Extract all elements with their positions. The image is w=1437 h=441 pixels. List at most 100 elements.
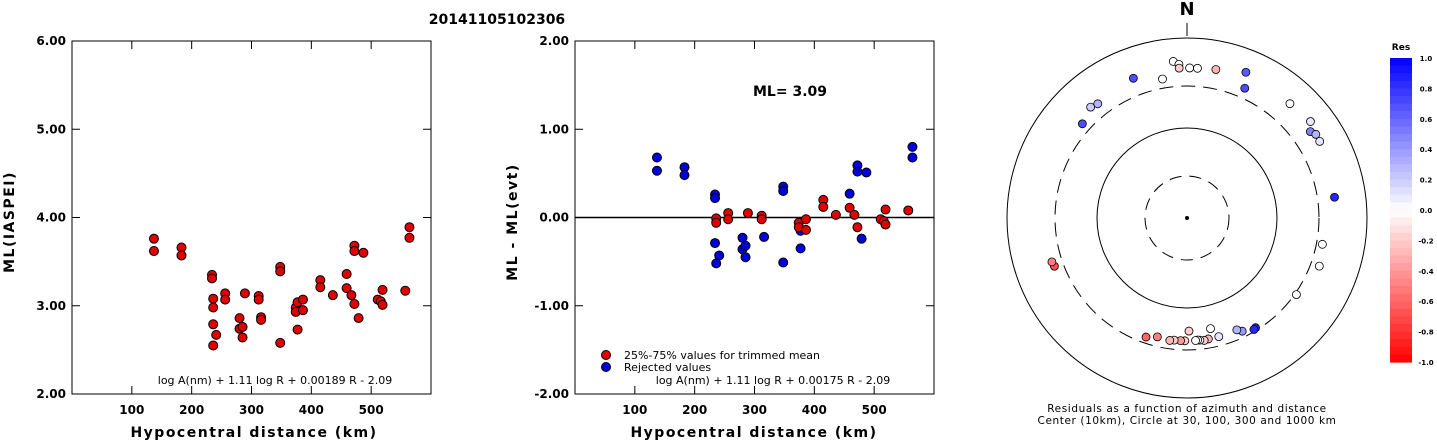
colorbar-segment	[1390, 339, 1412, 348]
colorbar-segment	[1390, 225, 1412, 234]
legend-label-blue: Rejected values	[624, 361, 711, 374]
plot2-point	[679, 170, 690, 181]
colorbar-tick-label: 0.4	[1420, 146, 1433, 154]
station-point	[1241, 67, 1251, 77]
plot2-point	[852, 166, 863, 177]
plot2-point	[818, 201, 829, 212]
plot1-xtick-label: 100	[119, 403, 144, 417]
colorbar-tick-labels: 1.0 0.8 0.6 0.4 0.2 0.0 -0.2 -0.4 -0.6 -0.8 -1.0	[1418, 55, 1433, 367]
colorbar-tick-label: -0.2	[1418, 237, 1433, 245]
plot1-point	[297, 305, 308, 316]
plot1-point	[208, 319, 219, 330]
plot2-point	[740, 252, 751, 263]
plot1-point	[400, 285, 411, 296]
plot2-xtick-label: 300	[742, 403, 767, 417]
plot2-xtick-label: 100	[622, 403, 647, 417]
plot2-point	[778, 257, 789, 268]
plot2-point	[844, 202, 855, 213]
colorbar-segment	[1390, 316, 1412, 325]
station-point	[1174, 63, 1184, 73]
plot2-point	[856, 233, 867, 244]
plot2-point	[651, 165, 662, 176]
plot1-point	[349, 298, 360, 309]
station-point	[1292, 290, 1301, 300]
colorbar-segment	[1390, 141, 1412, 150]
plot1-frame	[71, 40, 432, 395]
plot2-point	[742, 208, 753, 219]
plot2-legend: 25%-75% values for trimmed mean Rejected…	[601, 349, 820, 374]
station-point	[1047, 257, 1057, 267]
plot2-xlabel: Hypocentral distance (km)	[630, 425, 877, 441]
colorbar-title: Res	[1392, 43, 1410, 53]
plot1-point	[234, 313, 245, 324]
station-point	[1128, 73, 1138, 83]
plot2-point	[903, 205, 914, 216]
plot1-formula: log A(nm) + 1.11 log R + 0.00189 R - 2.0…	[158, 374, 392, 387]
colorbar-tick-label: 0.8	[1420, 85, 1433, 93]
plot1-xtick-label: 300	[239, 403, 264, 417]
plot2-ytick-label: 1.00	[539, 122, 569, 136]
plot1-point	[292, 324, 303, 335]
plot1-xtick-label: 500	[359, 403, 384, 417]
colorbar-tick-label: -1.0	[1418, 359, 1433, 367]
colorbar-segment	[1390, 73, 1412, 82]
station-point	[1314, 261, 1324, 271]
colorbar-tick-label: 0.6	[1420, 116, 1433, 124]
colorbar-tick-label: -0.4	[1418, 268, 1433, 276]
polar-caption-2: Center (10km), Circle at 30, 100, 300 an…	[1038, 415, 1337, 427]
plot1-point	[237, 321, 248, 332]
station-point	[1086, 102, 1096, 112]
plot1-xlabel: Hypocentral distance (km)	[130, 425, 377, 441]
colorbar-segment	[1390, 65, 1412, 74]
plot1-ylabel: ML(IASPEI)	[2, 171, 18, 273]
colorbar-segment	[1390, 217, 1412, 226]
colorbar-segment	[1390, 187, 1412, 196]
colorbar-tick-label: 1.0	[1420, 55, 1433, 63]
colorbar-segment	[1390, 240, 1412, 249]
plot1-point	[377, 284, 388, 295]
station-point	[1093, 99, 1103, 109]
ml-vs-distance-panel: 100 200 300 400 500 2.00 3.00 4.00 5.00 6.00 Hypo…	[2, 34, 432, 441]
colorbar-segment	[1390, 210, 1412, 219]
plot2-point	[795, 243, 806, 254]
colorbar-segment	[1390, 270, 1412, 279]
colorbar-segment	[1390, 255, 1412, 264]
plot1-point	[208, 302, 219, 313]
station-point	[1165, 336, 1175, 345]
colorbar-tick-label: 0.2	[1420, 177, 1433, 185]
plot2-ytick-label: -1.00	[534, 299, 569, 313]
station-point	[1306, 117, 1315, 126]
colorbar-tick-label: 0.0	[1420, 207, 1433, 215]
station-point	[1240, 83, 1250, 93]
polar-points	[1047, 57, 1339, 346]
colorbar-segment	[1390, 134, 1412, 143]
plot1-point	[220, 294, 231, 305]
colorbar-segment	[1390, 149, 1412, 158]
plot2-point	[711, 217, 722, 228]
colorbar-segment	[1390, 324, 1412, 333]
plot1-point	[253, 294, 264, 305]
plot2-point	[651, 152, 662, 163]
station-point	[1214, 332, 1224, 342]
plot1-point	[315, 282, 326, 293]
plot2-point	[800, 224, 811, 235]
ring-100km	[1096, 127, 1278, 309]
plot1-ytick-label: 5.00	[36, 122, 66, 136]
plot1-point	[341, 283, 352, 294]
plot1-points	[148, 222, 415, 351]
plot2-point	[852, 222, 863, 233]
azimuth-residual-panel: N Residuals as a function of azimuth and…	[1006, 0, 1434, 427]
plot2-point	[710, 238, 721, 249]
plot2-point	[723, 214, 734, 225]
plot1-point	[237, 332, 248, 343]
colorbar-tick-label: -0.6	[1418, 298, 1433, 306]
epicenter-dot	[1185, 216, 1189, 220]
plot1-point	[275, 266, 286, 277]
plot2-point	[714, 250, 725, 261]
colorbar-segment	[1390, 88, 1412, 97]
station-point	[1249, 325, 1259, 334]
station-point	[1206, 324, 1215, 334]
plot2-point	[759, 231, 770, 242]
plot2-point	[907, 141, 918, 152]
